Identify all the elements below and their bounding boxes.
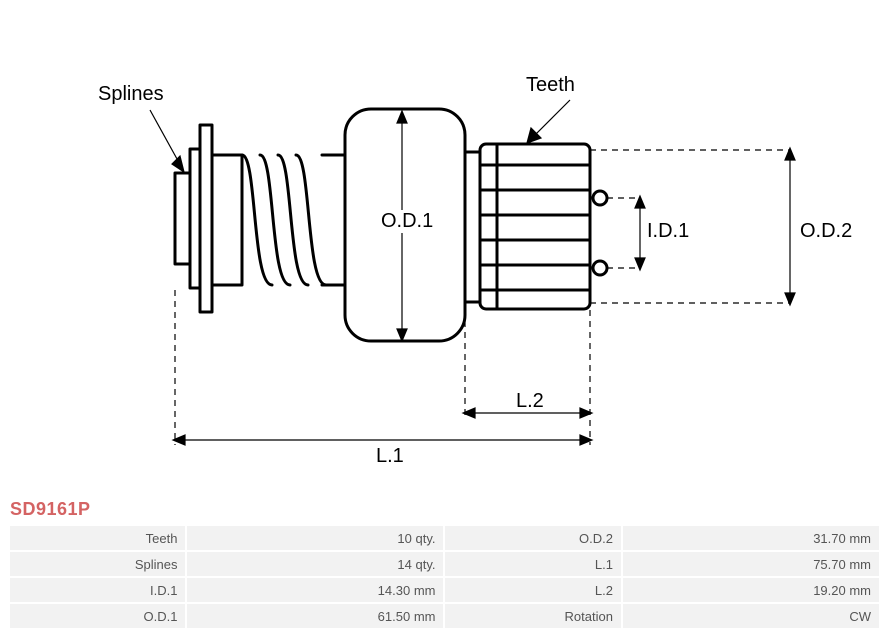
spec-value: 75.70 mm [623,552,879,576]
spec-value: 19.20 mm [623,578,879,602]
spec-label: Splines [10,552,185,576]
spec-label: Rotation [445,604,620,628]
label-teeth: Teeth [526,74,575,97]
spec-value: 31.70 mm [623,526,879,550]
table-row: I.D.1 14.30 mm L.2 19.20 mm [10,578,879,602]
spec-value: 14.30 mm [187,578,443,602]
spec-label: O.D.1 [10,604,185,628]
label-od1: O.D.1 [378,210,436,233]
spec-label: O.D.2 [445,526,620,550]
label-id1: I.D.1 [647,220,689,243]
label-od2: O.D.2 [800,220,852,243]
diagram-svg [0,0,889,495]
label-l1: L.1 [376,445,404,468]
label-splines: Splines [98,83,164,106]
technical-diagram: Splines Teeth O.D.1 I.D.1 O.D.2 L.2 L.1 [0,0,889,495]
spec-value: 14 qty. [187,552,443,576]
part-number: SD9161P [10,499,91,520]
label-l2: L.2 [516,390,544,413]
spec-value: CW [623,604,879,628]
spec-label: L.1 [445,552,620,576]
spec-value: 10 qty. [187,526,443,550]
spec-label: Teeth [10,526,185,550]
spec-label: L.2 [445,578,620,602]
spec-label: I.D.1 [10,578,185,602]
table-row: O.D.1 61.50 mm Rotation CW [10,604,879,628]
spec-value: 61.50 mm [187,604,443,628]
spec-table: Teeth 10 qty. O.D.2 31.70 mm Splines 14 … [8,524,881,630]
table-row: Teeth 10 qty. O.D.2 31.70 mm [10,526,879,550]
table-row: Splines 14 qty. L.1 75.70 mm [10,552,879,576]
